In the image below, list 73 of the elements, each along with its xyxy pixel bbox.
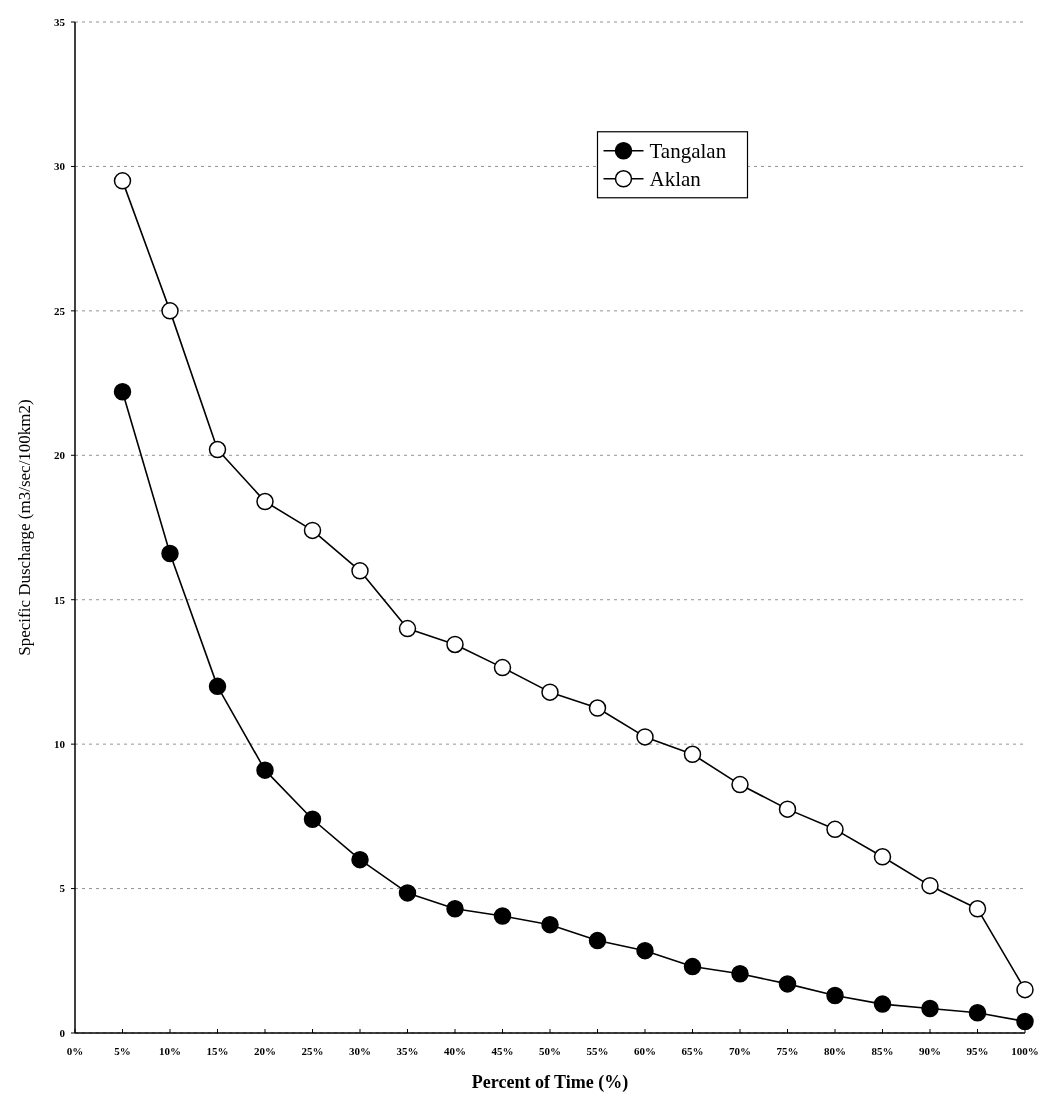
point <box>778 800 797 818</box>
point <box>683 745 702 763</box>
x-tick-label: 40% <box>444 1045 466 1057</box>
y-tick-label: 0 <box>59 1026 66 1039</box>
point <box>351 562 369 580</box>
point <box>826 820 844 839</box>
point <box>541 915 559 934</box>
x-tick-label: 85% <box>871 1045 894 1057</box>
point <box>398 619 417 638</box>
point <box>731 775 749 794</box>
point <box>113 172 132 190</box>
point <box>636 941 654 960</box>
point <box>256 492 274 511</box>
y-tick-label: 5 <box>59 882 66 895</box>
y-tick-label: 30 <box>54 160 66 173</box>
x-tick-label: 50% <box>539 1045 561 1057</box>
x-tick-label: 100% <box>1011 1045 1039 1057</box>
point <box>161 544 179 563</box>
legend-label: Tangalan <box>649 139 727 164</box>
point <box>303 521 322 540</box>
point <box>493 658 512 677</box>
point <box>588 699 607 717</box>
point <box>731 965 749 983</box>
x-tick-label: 55% <box>586 1045 609 1057</box>
point <box>1016 1012 1034 1031</box>
point <box>968 1004 987 1022</box>
x-tick-label: 45% <box>491 1045 514 1057</box>
point <box>541 683 559 701</box>
x-tick-label: 60% <box>634 1045 656 1057</box>
point <box>161 302 179 320</box>
point <box>303 810 322 828</box>
y-axis-title: Specific Duscharge (m3/sec/100km2) <box>15 399 34 656</box>
x-tick-label: 80% <box>824 1045 846 1057</box>
x-tick-label: 30% <box>349 1045 371 1057</box>
x-tick-label: 95% <box>966 1045 989 1057</box>
point <box>873 848 892 866</box>
point <box>968 900 987 918</box>
x-tick-label: 65% <box>681 1045 704 1057</box>
x-tick-label: 70% <box>729 1045 751 1057</box>
x-tick-label: 35% <box>396 1045 419 1057</box>
x-tick-label: 5% <box>114 1045 131 1057</box>
x-tick-label: 0% <box>66 1045 84 1057</box>
point <box>873 995 892 1013</box>
x-tick-label: 25% <box>301 1045 324 1057</box>
point <box>921 876 939 895</box>
x-tick-label: 20% <box>254 1045 276 1057</box>
y-tick-label: 35 <box>54 15 66 28</box>
x-tick-label: 75% <box>776 1045 799 1057</box>
point <box>778 975 797 993</box>
point <box>256 761 274 779</box>
point <box>208 440 227 459</box>
y-tick-label: 10 <box>54 737 66 750</box>
point <box>113 382 132 401</box>
x-tick-label: 10% <box>159 1045 181 1057</box>
point <box>446 900 464 918</box>
point <box>588 931 607 950</box>
point <box>446 635 464 654</box>
point <box>351 850 369 869</box>
point <box>398 884 417 902</box>
point <box>826 986 844 1005</box>
y-tick-label: 20 <box>54 449 66 462</box>
legend-label: Aklan <box>649 167 702 192</box>
point <box>493 907 512 925</box>
y-tick-label: 25 <box>54 304 66 317</box>
point <box>636 728 654 746</box>
point <box>921 999 939 1018</box>
point <box>1016 980 1034 999</box>
y-tick-label: 15 <box>54 593 66 606</box>
x-tick-label: 90% <box>919 1045 941 1057</box>
point <box>683 957 702 976</box>
point <box>208 677 227 696</box>
x-axis-title: Percent of Time (%) <box>471 1072 629 1093</box>
x-tick-label: 15% <box>206 1045 229 1057</box>
